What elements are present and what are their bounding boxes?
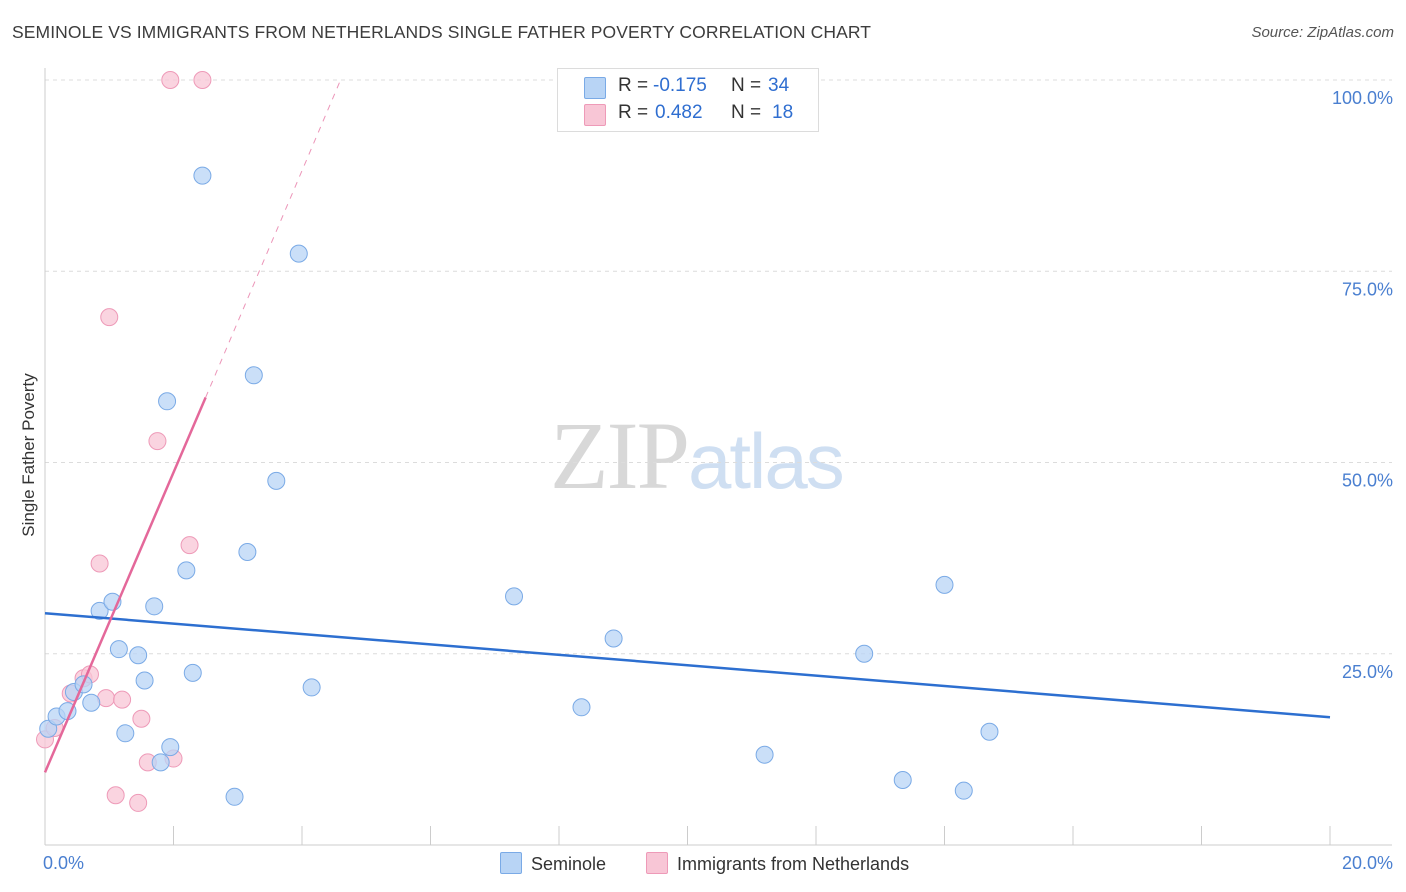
- netherlands-point: [161, 71, 180, 89]
- legend-n-value: 18: [772, 102, 794, 123]
- bottom-legend-swatch-seminole: [500, 852, 522, 874]
- seminole-point: [135, 671, 154, 690]
- netherlands-point: [113, 690, 132, 709]
- seminole-point: [755, 745, 774, 764]
- y-tick-label: 75.0%: [1342, 279, 1393, 299]
- seminole-point: [129, 646, 148, 665]
- legend-row-seminole: R = -0.175 N = 34: [558, 74, 818, 100]
- seminole-point: [183, 663, 202, 682]
- seminole-point: [177, 561, 196, 580]
- seminole-point: [238, 543, 257, 562]
- x-tick-label: 20.0%: [1342, 853, 1393, 873]
- netherlands-trendline: [43, 396, 207, 773]
- seminole-point: [116, 724, 135, 743]
- seminole-point: [193, 166, 212, 185]
- bottom-legend-netherlands: Immigrants from Netherlands: [646, 852, 909, 875]
- seminole-point: [855, 644, 874, 663]
- seminole-point: [604, 629, 623, 648]
- bottom-legend-swatch-netherlands: [646, 852, 668, 874]
- legend-n-label: N =: [731, 102, 762, 123]
- netherlands-point: [106, 786, 125, 805]
- source-credit: Source: ZipAtlas.com: [1251, 24, 1394, 41]
- seminole-point: [109, 640, 128, 659]
- netherlands-point: [132, 709, 151, 728]
- watermark: ZIPatlas: [550, 400, 845, 511]
- legend-n-label: N =: [731, 75, 762, 96]
- seminole-point: [82, 693, 101, 712]
- legend-swatch-netherlands: [584, 104, 606, 126]
- seminole-point: [161, 738, 180, 757]
- seminole-point: [954, 781, 973, 800]
- legend-r-value: 0.482: [655, 102, 703, 123]
- y-tick-label: 50.0%: [1342, 471, 1393, 491]
- netherlands-point: [148, 432, 167, 451]
- seminole-point: [225, 787, 244, 806]
- seminole-point: [151, 753, 170, 772]
- watermark-atlas: atlas: [688, 417, 845, 505]
- x-tick-label: 0.0%: [43, 853, 84, 873]
- bottom-legend-label-netherlands: Immigrants from Netherlands: [677, 854, 910, 874]
- netherlands-point: [193, 71, 212, 89]
- bottom-legend-seminole: Seminole: [500, 852, 606, 875]
- seminole-point: [893, 770, 912, 789]
- legend-row-netherlands: R = 0.482 N = 18: [558, 101, 818, 127]
- seminole-point: [244, 366, 263, 385]
- chart-title: SEMINOLE VS IMMIGRANTS FROM NETHERLANDS …: [12, 22, 872, 42]
- y-tick-label: 25.0%: [1342, 662, 1393, 682]
- legend-r-label: R =: [618, 102, 649, 123]
- y-axis-label: Single Father Poverty: [19, 373, 38, 537]
- seminole-point: [980, 722, 999, 741]
- seminole-point: [158, 392, 177, 411]
- legend-swatch-seminole: [584, 77, 606, 99]
- seminole-point: [267, 471, 286, 490]
- seminole-point: [289, 244, 308, 263]
- netherlands-point: [90, 554, 109, 573]
- netherlands-point: [100, 308, 119, 327]
- seminole-point: [505, 587, 524, 606]
- legend: R = -0.175 N = 34 R = 0.482 N = 18: [557, 68, 819, 132]
- legend-n-value: 34: [768, 75, 790, 96]
- seminole-point: [572, 698, 591, 717]
- legend-r-label: R =: [618, 75, 649, 96]
- watermark-zip: ZIP: [550, 402, 690, 509]
- seminole-point: [145, 597, 164, 616]
- seminole-trendline: [44, 611, 1331, 719]
- legend-r-value: -0.175: [653, 75, 707, 96]
- seminole-point: [302, 678, 321, 697]
- bottom-legend-label-seminole: Seminole: [531, 854, 607, 874]
- netherlands-point: [129, 793, 148, 812]
- netherlands-trendline-extension: [205, 79, 342, 398]
- seminole-point: [90, 601, 109, 620]
- netherlands-point: [180, 536, 199, 555]
- seminole-point: [935, 575, 954, 594]
- y-tick-label: 100.0%: [1332, 88, 1393, 108]
